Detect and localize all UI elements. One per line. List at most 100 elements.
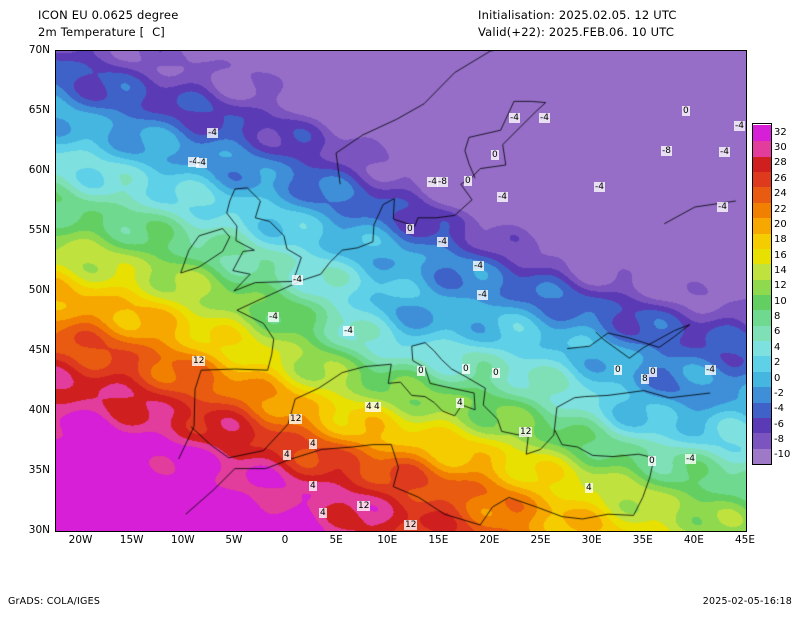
contour-value-label: -4 <box>427 177 438 187</box>
contour-value-label: -4 <box>594 182 605 192</box>
map-plot-area: -4 -4 -4 -4 -4 0 -4 -8 -4 0 -4 -8 0 -4 -4 -4 0 -4 -4 -4 -4 -4… <box>55 50 747 532</box>
colorbar-tick: -6 <box>774 418 784 430</box>
lon-tick: 40E <box>683 534 704 546</box>
colorbar-segment <box>753 248 771 265</box>
contour-value-label: 12 <box>357 501 371 511</box>
colorbar-tick: 0 <box>774 372 781 384</box>
contour-value-label: 0 <box>491 150 499 160</box>
contour-value-label: -4 <box>196 158 207 168</box>
colorbar-segment <box>753 371 771 388</box>
lon-tick: 10W <box>170 534 195 546</box>
lat-tick: 45N <box>28 344 50 356</box>
lon-tick: 5W <box>225 534 243 546</box>
valid-time-text: Valid(+22): 2025.FEB.06. 10 UTC <box>478 25 675 39</box>
lon-tick: 30E <box>581 534 602 546</box>
colorbar-segment <box>753 340 771 357</box>
lat-tick: 40N <box>28 404 50 416</box>
lat-tick: 50N <box>28 284 50 296</box>
contour-value-label: 0 <box>492 368 500 378</box>
contour-value-label: -4 <box>292 275 303 285</box>
colorbar-segment <box>753 263 771 280</box>
colorbar-tick: 14 <box>774 264 787 276</box>
contour-value-label: 4 <box>309 439 317 449</box>
colorbar-tick: 2 <box>774 357 781 369</box>
contour-value-label: -4 <box>268 312 279 322</box>
lon-tick: 15W <box>119 534 144 546</box>
contour-value-label: -8 <box>437 177 448 187</box>
colorbar-tick: -4 <box>774 403 784 415</box>
timestamp-text: 2025-02-05-16:18 <box>702 596 792 607</box>
colorbar-segment <box>753 325 771 342</box>
contour-value-label: -4 <box>685 454 696 464</box>
colorbar-tick: -8 <box>774 433 784 445</box>
colorbar-tick: 8 <box>774 311 781 323</box>
colorbar-segment <box>753 401 771 418</box>
colorbar-segment <box>753 294 771 311</box>
colorbar-segment <box>753 417 771 434</box>
contour-value-label: 0 <box>462 364 470 374</box>
lat-tick: 60N <box>28 164 50 176</box>
colorbar-segment <box>753 386 771 403</box>
contour-value-label: 4 <box>373 402 381 412</box>
colorbar-tick: 6 <box>774 326 781 338</box>
colorbar-segment <box>753 217 771 234</box>
colorbar-segment <box>753 309 771 326</box>
contour-value-label: 0 <box>682 106 690 116</box>
colorbar-tick: 10 <box>774 295 787 307</box>
colorbar-segment <box>753 125 771 142</box>
colorbar-segment <box>753 448 771 464</box>
contour-value-label: -4 <box>477 290 488 300</box>
contour-value-label: -4 <box>717 202 728 212</box>
lon-tick: 45E <box>735 534 755 546</box>
contour-value-label: 0 <box>417 366 425 376</box>
colorbar-segment <box>753 156 771 173</box>
initialisation-text: Initialisation: 2025.02.05. 12 UTC <box>478 8 677 22</box>
contour-value-label: -4 <box>473 261 484 271</box>
variable-title: 2m Temperature [ C] <box>38 25 165 39</box>
lat-tick: 30N <box>28 524 50 536</box>
contour-value-label: 12 <box>192 356 206 366</box>
colorbar-tick: 30 <box>774 142 787 154</box>
contour-value-label: 4 <box>319 508 327 518</box>
contour-value-label: 4 <box>365 402 373 412</box>
colorbar-tick: 20 <box>774 218 787 230</box>
colorbar-segment <box>753 140 771 157</box>
contour-value-label: -4 <box>497 192 508 202</box>
lat-tick: 55N <box>28 224 50 236</box>
contour-value-label: -4 <box>343 326 354 336</box>
colorbar-tick: 26 <box>774 172 787 184</box>
lon-tick: 10E <box>377 534 398 546</box>
contour-value-label: -4 <box>437 237 448 247</box>
contour-value-label: -4 <box>188 157 199 167</box>
colorbar-tick: -10 <box>774 449 791 461</box>
contour-value-label: 0 <box>614 365 622 375</box>
colorbar-tick: -2 <box>774 387 784 399</box>
contour-value-label: 0 <box>406 224 414 234</box>
colorbar-tick: 12 <box>774 280 787 292</box>
lat-tick: 35N <box>28 464 50 476</box>
contour-value-label: 12 <box>519 427 533 437</box>
lat-tick: 70N <box>28 44 50 56</box>
lon-tick: 15E <box>428 534 449 546</box>
contour-value-label: 0 <box>648 456 656 466</box>
colorbar-tick: 4 <box>774 341 781 353</box>
lon-tick: 20E <box>479 534 500 546</box>
lon-tick: 20W <box>68 534 93 546</box>
lon-tick: 25E <box>530 534 551 546</box>
model-title: ICON EU 0.0625 degree <box>38 8 179 22</box>
colorbar-tick: 28 <box>774 157 787 169</box>
colorbar-segment <box>753 186 771 203</box>
lon-tick: 5E <box>329 534 343 546</box>
colorbar-segment <box>753 232 771 249</box>
lon-tick: 35E <box>632 534 653 546</box>
contour-value-label: -4 <box>705 365 716 375</box>
lat-tick: 65N <box>28 104 50 116</box>
colorbar-segment <box>753 279 771 295</box>
contour-value-label: -4 <box>509 113 520 123</box>
contour-value-label: -4 <box>539 113 550 123</box>
contour-value-label: 4 <box>585 483 593 493</box>
colorbar-segment <box>753 171 771 188</box>
contour-value-label: -4 <box>207 128 218 138</box>
colorbar-segment <box>753 432 771 449</box>
contour-value-label: 4 <box>456 398 464 408</box>
